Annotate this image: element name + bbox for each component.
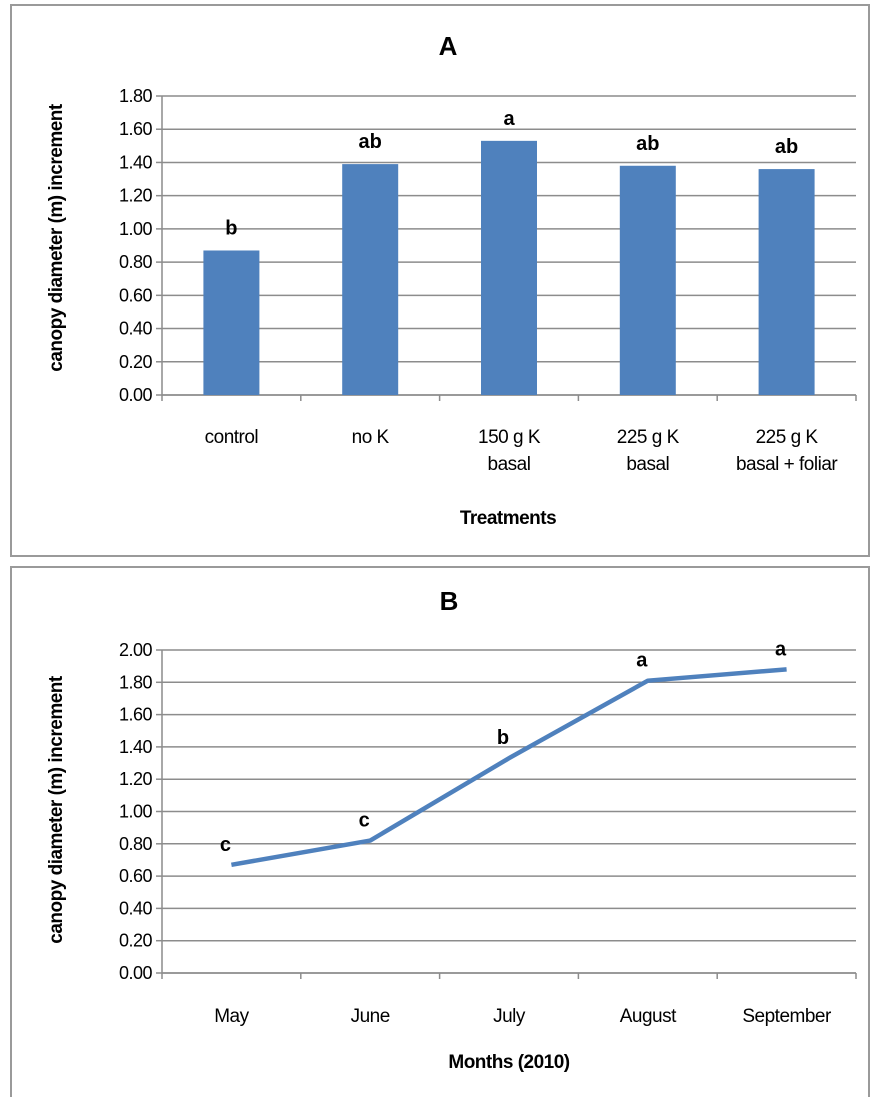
chart-a-bar — [342, 164, 399, 395]
chart-a-significance-label: ab — [359, 131, 382, 153]
chart-a-significance-label: ab — [636, 133, 659, 155]
chart-b-y-tick-label: 0.60 — [119, 866, 153, 886]
chart-a-bar — [758, 169, 815, 395]
chart-b-y-tick-label: 2.00 — [119, 640, 153, 660]
chart-b-significance-label: c — [220, 834, 231, 856]
chart-panel-b — [10, 566, 870, 1097]
chart-a-significance-label: b — [225, 217, 237, 239]
chart-a-y-tick-label: 0.20 — [119, 352, 153, 372]
chart-b-title: B — [440, 586, 459, 616]
chart-a-y-tick-label: 0.40 — [119, 319, 153, 339]
chart-b-x-axis-label: Months (2010) — [448, 1052, 569, 1073]
chart-a-x-tick-label: basal + foliar — [736, 454, 838, 475]
chart-a-plot: 0.00 0.20 0.40 0.60 0.80 1.00 1.20 1.40 1.60 1.80… — [119, 86, 857, 475]
chart-a-significance-label: ab — [775, 136, 798, 158]
chart-b-y-tick-label: 1.80 — [119, 672, 153, 692]
chart-a-x-tick-label: no K — [352, 427, 390, 448]
chart-a-bar — [203, 250, 260, 395]
chart-a-x-tick-label: 225 g K — [617, 427, 680, 448]
chart-b-y-tick-label: 1.60 — [119, 705, 153, 725]
chart-a-y-tick-label: 1.60 — [119, 119, 153, 139]
chart-b-y-tick-label: 1.20 — [119, 769, 153, 789]
chart-a-x-axis-label: Treatments — [460, 508, 556, 529]
chart-a-significance-label: a — [503, 108, 515, 130]
chart-a-y-tick-label: 1.80 — [119, 86, 153, 106]
chart-b-x-tick-label: August — [620, 1006, 677, 1027]
chart-a-y-tick-label: 0.80 — [119, 252, 153, 272]
chart-a-x-tick-label: control — [205, 427, 259, 448]
chart-b-series-line — [231, 667, 787, 868]
chart-b-y-tick-label: 0.80 — [119, 834, 153, 854]
chart-b-y-tick-label: 0.40 — [119, 898, 153, 918]
chart-a-y-tick-label: 1.20 — [119, 186, 153, 206]
chart-b-plot: 0.00 0.20 0.40 0.60 0.80 1.00 1.20 1.40 1.60 1.80… — [119, 638, 857, 1027]
chart-a-y-tick-label: 0.00 — [119, 385, 153, 405]
chart-b-x-tick-label: June — [351, 1006, 390, 1027]
chart-a-x-tick-label: basal — [626, 454, 669, 475]
chart-b-significance-label: a — [775, 638, 787, 660]
chart-a-y-axis-label: canopy diameter (m) increment — [46, 103, 67, 372]
chart-a-y-tick-label: 1.40 — [119, 152, 153, 172]
chart-b-x-tick-label: September — [742, 1006, 832, 1027]
chart-b-significance-label: b — [497, 727, 509, 749]
chart-b-x-tick-label: May — [214, 1006, 249, 1027]
chart-b-significance-label: a — [636, 650, 648, 672]
chart-a-x-tick-label: 150 g K — [478, 427, 541, 448]
chart-a-x-tick-label: basal — [488, 454, 531, 475]
chart-b-x-tick-label: July — [493, 1006, 526, 1027]
chart-a-bar — [481, 140, 537, 395]
chart-b-y-tick-label: 1.00 — [119, 802, 153, 822]
chart-b-y-tick-label: 0.00 — [119, 963, 153, 983]
chart-a-bar — [619, 165, 676, 395]
chart-b-y-tick-label: 1.40 — [119, 737, 153, 757]
chart-a-x-tick-label: 225 g K — [756, 427, 819, 448]
chart-b-y-axis-label: canopy diameter (m) increment — [46, 675, 67, 944]
chart-b-y-tick-label: 0.20 — [119, 931, 153, 951]
chart-a-y-tick-label: 1.00 — [119, 219, 153, 239]
chart-a-y-tick-label: 0.60 — [119, 285, 153, 305]
chart-a-title: A — [439, 31, 458, 61]
chart-b-significance-label: c — [359, 810, 370, 832]
